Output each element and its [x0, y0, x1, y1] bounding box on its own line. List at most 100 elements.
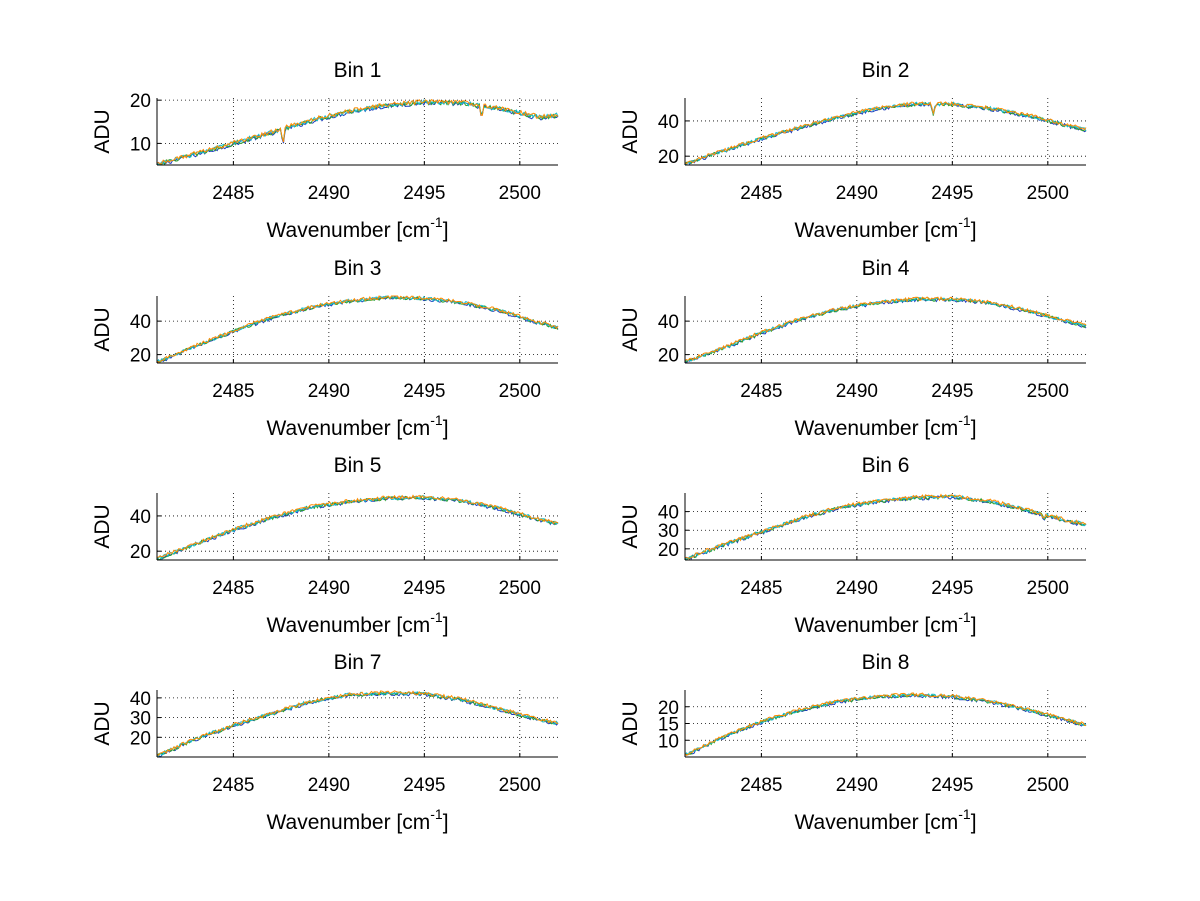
y-tick-label: 20	[658, 540, 679, 561]
x-tick-label: 2490	[836, 578, 878, 599]
series-line-4	[684, 296, 1087, 362]
subplot-title: Bin 4	[862, 257, 910, 280]
x-tick-label: 2485	[740, 578, 782, 599]
y-tick-label: 20	[130, 91, 151, 112]
x-axis-label: Wavenumber [cm-1]	[794, 806, 976, 834]
x-tick-label: 2500	[1027, 578, 1069, 599]
x-axis-label: Wavenumber [cm-1]	[266, 806, 448, 834]
subplot-title: Bin 1	[334, 59, 382, 82]
y-tick-label: 30	[130, 709, 151, 730]
series-line-3	[156, 295, 559, 363]
subplot-bin-2: 2485 2490 2495 2500 20 40 Bin 2 ADU Wavenumber […	[619, 59, 1087, 242]
x-axis-label: Wavenumber [cm-1]	[794, 609, 976, 637]
x-tick-label: 2490	[836, 183, 878, 204]
y-tick-label: 20	[130, 542, 151, 563]
subplot-bin-4: 2485 2490 2495 2500 20 40 Bin 4 ADU Wavenumber […	[619, 257, 1087, 440]
y-tick-label: 40	[130, 507, 151, 528]
x-axis-label-end: ]	[971, 811, 977, 834]
x-axis-label-main: Wavenumber [cm	[266, 219, 430, 242]
y-axis-label: ADU	[91, 701, 114, 745]
x-tick-label: 2500	[499, 775, 541, 796]
subplot-title: Bin 2	[862, 59, 910, 82]
x-axis-label-end: ]	[971, 417, 977, 440]
x-axis-label-end: ]	[971, 219, 977, 242]
x-axis-label-end: ]	[443, 811, 449, 834]
y-axis-label: ADU	[91, 109, 114, 153]
subplot-title: Bin 3	[334, 257, 382, 280]
y-tick-label: 20	[658, 698, 679, 719]
x-tick-label: 2500	[1027, 381, 1069, 402]
x-tick-label: 2500	[1027, 183, 1069, 204]
x-axis-label-main: Wavenumber [cm	[266, 811, 430, 834]
plot-area	[685, 493, 1086, 560]
plot-area	[685, 296, 1086, 363]
series-line-4	[684, 493, 1087, 559]
x-axis-label-main: Wavenumber [cm	[794, 219, 958, 242]
series-line-4	[684, 692, 1087, 756]
x-axis-label-main: Wavenumber [cm	[794, 614, 958, 637]
y-tick-label: 30	[658, 521, 679, 542]
x-axis-label-main: Wavenumber [cm	[266, 614, 430, 637]
y-tick-label: 40	[658, 503, 679, 524]
x-tick-label: 2495	[931, 381, 973, 402]
x-tick-label: 2495	[403, 381, 445, 402]
x-axis-label-main: Wavenumber [cm	[266, 417, 430, 440]
x-tick-label: 2490	[308, 775, 350, 796]
x-axis-label-superscript: -1	[958, 412, 971, 428]
y-tick-label: 40	[658, 112, 679, 133]
subplot-title: Bin 8	[862, 651, 910, 674]
series-line-4	[684, 101, 1087, 165]
x-axis-label-main: Wavenumber [cm	[794, 811, 958, 834]
x-tick-label: 2490	[308, 381, 350, 402]
x-tick-label: 2495	[403, 775, 445, 796]
y-tick-label: 20	[658, 147, 679, 168]
y-tick-label: 20	[658, 346, 679, 367]
x-axis-label-end: ]	[443, 417, 449, 440]
subplot-title: Bin 5	[334, 454, 382, 477]
y-tick-label: 10	[658, 731, 679, 752]
x-tick-label: 2485	[212, 183, 254, 204]
x-axis-label-superscript: -1	[430, 412, 443, 428]
x-tick-label: 2485	[740, 775, 782, 796]
x-tick-label: 2495	[403, 578, 445, 599]
y-axis-label: ADU	[619, 109, 642, 153]
x-axis-label: Wavenumber [cm-1]	[794, 412, 976, 440]
subplot-title: Bin 6	[862, 454, 910, 477]
x-tick-label: 2485	[212, 381, 254, 402]
x-axis-label-superscript: -1	[958, 214, 971, 230]
series-line-4	[156, 99, 559, 165]
x-axis-label-superscript: -1	[430, 806, 443, 822]
x-axis-label-superscript: -1	[958, 806, 971, 822]
x-tick-label: 2495	[931, 775, 973, 796]
series-line-4	[156, 494, 559, 558]
x-axis-label-end: ]	[443, 219, 449, 242]
x-tick-label: 2485	[212, 775, 254, 796]
subplot-bin-3: 2485 2490 2495 2500 20 40 Bin 3 ADU Wavenumber […	[91, 257, 559, 440]
subplot-bin-1: 2485 2490 2495 2500 10 20 Bin 1 ADU Wavenumber […	[91, 59, 559, 242]
y-tick-label: 40	[130, 312, 151, 333]
x-axis-label-main: Wavenumber [cm	[794, 417, 958, 440]
x-tick-label: 2495	[931, 183, 973, 204]
x-axis-label: Wavenumber [cm-1]	[266, 214, 448, 242]
series-line-3	[156, 99, 559, 165]
plot-area	[157, 296, 558, 363]
x-tick-label: 2485	[740, 381, 782, 402]
x-axis-label-superscript: -1	[430, 214, 443, 230]
x-axis-label-end: ]	[971, 614, 977, 637]
y-tick-label: 20	[130, 728, 151, 749]
x-tick-label: 2490	[308, 578, 350, 599]
y-tick-label: 15	[658, 715, 679, 736]
y-axis-label: ADU	[619, 307, 642, 351]
x-axis-label: Wavenumber [cm-1]	[266, 412, 448, 440]
x-tick-label: 2500	[499, 381, 541, 402]
series-line-4	[156, 690, 559, 757]
x-axis-label: Wavenumber [cm-1]	[266, 609, 448, 637]
x-axis-label: Wavenumber [cm-1]	[794, 214, 976, 242]
x-tick-label: 2500	[499, 578, 541, 599]
series-line-4	[156, 295, 559, 363]
x-axis-label-superscript: -1	[958, 609, 971, 625]
